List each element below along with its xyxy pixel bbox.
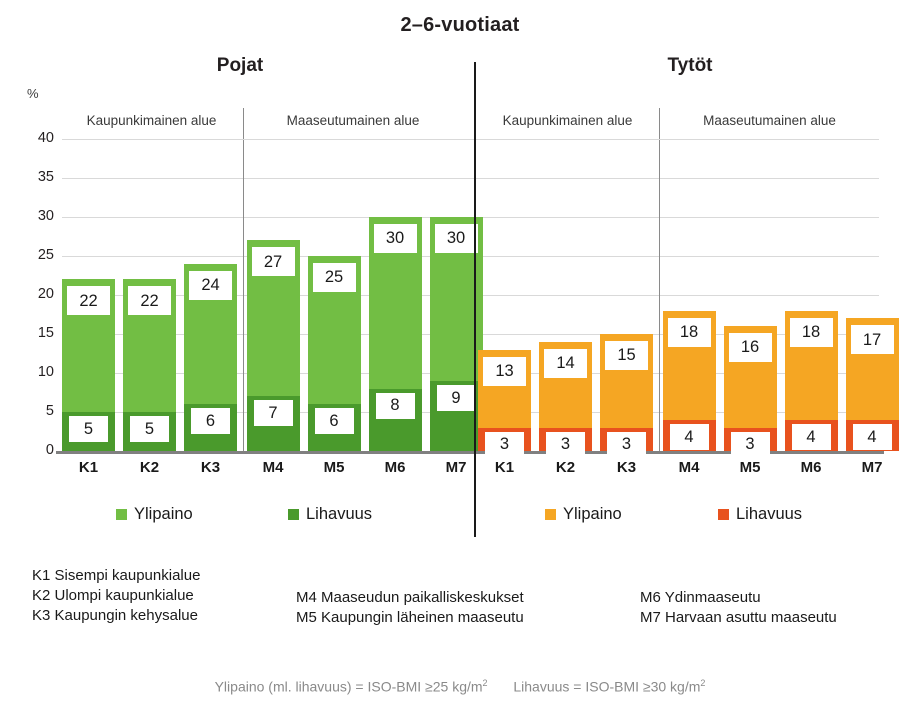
bar-value-label-obesity: 7 (253, 400, 293, 427)
region-header-label: Kaupunkimainen alue (502, 113, 633, 128)
x-axis-category-label: M7 (861, 459, 883, 476)
y-axis-tick-label: 25 (37, 247, 54, 263)
region-key-line: M6 Ydinmaaseutu (640, 589, 761, 606)
legend-swatch (545, 509, 556, 520)
x-axis-category-label: M7 (445, 459, 467, 476)
region-key-line: K2 Ulompi kaupunkialue (32, 587, 194, 604)
bar-value-label-overweight: 18 (789, 317, 833, 347)
bar-value-label-obesity: 4 (791, 423, 831, 450)
region-header-label: Maaseutumainen alue (703, 113, 836, 128)
x-axis-category-label: K1 (78, 459, 99, 476)
footnote-obesity-definition: Lihavuus = ISO-BMI ≥30 kg/m (513, 678, 701, 695)
bar-value-label-obesity: 6 (191, 408, 230, 435)
gridline (62, 139, 879, 140)
x-axis-category-label: M4 (262, 459, 284, 476)
bar-value-label-obesity: 5 (69, 416, 108, 442)
legend-item: Ylipaino (545, 505, 622, 524)
bar-value-label-overweight: 16 (728, 333, 772, 363)
legend-swatch (116, 509, 127, 520)
x-axis-category-label: K2 (139, 459, 160, 476)
bar-value-label-overweight: 17 (850, 325, 894, 355)
bar-value-label-overweight: 15 (605, 341, 648, 370)
panel-title-boys: Pojat (216, 55, 264, 76)
bar-value-label-obesity: 4 (852, 423, 892, 450)
bar-value-label-overweight: 14 (544, 348, 587, 378)
bar-value-label-obesity: 8 (375, 392, 415, 419)
x-axis-category-label: K3 (200, 459, 221, 476)
bar-value-label-obesity: 6 (314, 408, 354, 435)
bar-value-label-overweight: 18 (667, 317, 711, 347)
footnote-sup-2: 2 (700, 678, 706, 688)
region-key-line: M4 Maaseudun paikalliskeskukset (296, 589, 524, 606)
bar-value-label-overweight: 22 (128, 286, 171, 316)
x-axis-category-label: M6 (384, 459, 406, 476)
gridline (62, 178, 879, 179)
y-axis-tick-label: 30 (37, 208, 54, 224)
region-key-line: K1 Sisempi kaupunkialue (32, 567, 201, 584)
y-axis-tick-label: 10 (37, 364, 54, 380)
y-axis-unit-label: % (27, 86, 39, 101)
region-header-rule (478, 139, 879, 140)
legend-label: Ylipaino (563, 505, 622, 523)
legend-label: Lihavuus (736, 505, 803, 523)
region-key-line: M7 Harvaan asuttu maaseutu (640, 609, 837, 626)
y-axis-tick-label: 40 (37, 130, 54, 146)
panel-title-girls: Tytöt (667, 55, 713, 76)
bar-value-label-overweight: 25 (312, 263, 356, 292)
region-key-line: M5 Kaupungin läheinen maaseutu (296, 609, 524, 626)
y-axis-tick-label: 0 (45, 442, 54, 458)
x-axis-baseline (56, 451, 884, 454)
x-axis-category-label: M5 (739, 459, 761, 476)
chart-title: 2–6-vuotiaat (400, 14, 520, 36)
y-axis-tick-label: 35 (37, 169, 54, 185)
region-header-rule (62, 139, 462, 140)
bar-value-label-overweight: 27 (251, 247, 295, 277)
legend-label: Ylipaino (134, 505, 193, 523)
panel-region-divider (242, 108, 244, 451)
chart-footnote: Ylipaino (ml. lihavuus) = ISO-BMI ≥25 kg… (0, 678, 920, 695)
bar-value-label-overweight: 24 (189, 270, 232, 300)
bar-value-label-overweight: 13 (483, 356, 526, 386)
bar-value-label-overweight: 30 (373, 224, 417, 253)
region-key-column-3: M6 Ydinmaaseutu M7 Harvaan asuttu maaseut… (640, 588, 837, 628)
legend-item: Lihavuus (718, 505, 802, 524)
y-axis-tick-label: 15 (37, 325, 54, 341)
bar-value-label-obesity: 9 (436, 384, 476, 411)
panel-region-divider (658, 108, 660, 451)
region-header-label: Kaupunkimainen alue (86, 113, 217, 128)
legend-swatch (718, 509, 729, 520)
y-axis-tick-label: 20 (37, 286, 54, 302)
bar-value-label-obesity: 5 (130, 416, 169, 442)
bar-value-label-obesity: 4 (669, 423, 709, 450)
panel-divider-boys-girls (474, 62, 476, 537)
x-axis-category-label: M6 (800, 459, 822, 476)
region-header-label: Maaseutumainen alue (286, 113, 420, 128)
x-axis-category-label: K2 (555, 459, 576, 476)
bar-value-label-obesity: 3 (607, 431, 646, 458)
x-axis-category-label: K3 (616, 459, 637, 476)
bar-value-label-obesity: 3 (485, 431, 524, 458)
y-axis-tick-label: 5 (45, 403, 54, 419)
region-key-column-1: K1 Sisempi kaupunkialue K2 Ulompi kaupunk… (32, 566, 200, 626)
bar-value-label-overweight: 22 (67, 286, 110, 316)
footnote-sup-1: 2 (482, 678, 488, 688)
legend-item: Ylipaino (116, 505, 193, 524)
legend-swatch (288, 509, 299, 520)
x-axis-category-label: K1 (494, 459, 515, 476)
legend-label: Lihavuus (306, 505, 373, 523)
bar-value-label-obesity: 3 (546, 431, 585, 458)
footnote-overweight-definition: Ylipaino (ml. lihavuus) = ISO-BMI ≥25 kg… (214, 678, 483, 695)
bar-value-label-obesity: 3 (730, 431, 770, 458)
legend-item: Lihavuus (288, 505, 372, 524)
x-axis-category-label: M5 (323, 459, 345, 476)
region-key-line: K3 Kaupungin kehysalue (32, 607, 198, 624)
x-axis-category-label: M4 (678, 459, 700, 476)
bar-value-label-overweight: 30 (434, 224, 478, 253)
region-key-column-2: M4 Maaseudun paikalliskeskukset M5 Kaupun… (296, 588, 524, 628)
